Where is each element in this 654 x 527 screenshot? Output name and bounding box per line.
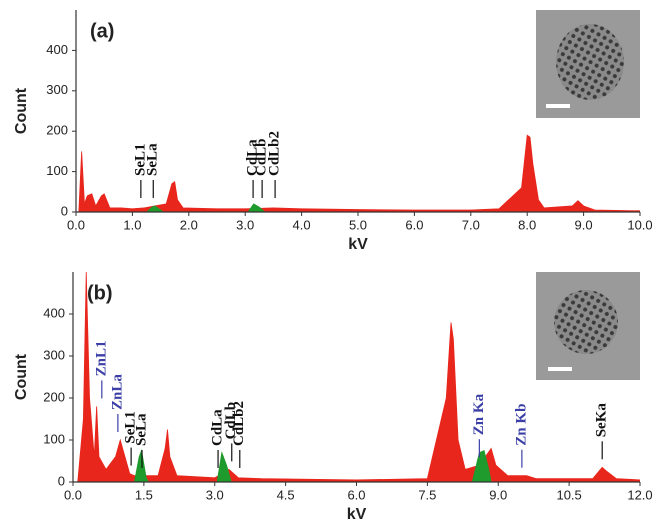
x-tick-label: 12.0 <box>627 487 652 502</box>
x-tick-label: 5.0 <box>349 217 367 232</box>
x-axis-title: kV <box>348 236 368 253</box>
x-tick-label: 9.0 <box>489 487 507 502</box>
y-axis-title: Count <box>13 87 30 134</box>
x-tick-label: 9.0 <box>575 217 593 232</box>
y-tick-label: 100 <box>43 431 65 446</box>
y-tick-label: 0 <box>61 203 68 218</box>
x-tick-label: 2.0 <box>180 217 198 232</box>
annotation-label: SeL1 <box>123 411 139 444</box>
x-tick-label: 3.0 <box>206 487 224 502</box>
annotation-label: CdLb <box>223 402 239 440</box>
y-tick-label: 100 <box>46 163 68 178</box>
annotation-label: ZnL1 <box>93 341 109 377</box>
x-tick-label: 10.0 <box>627 217 652 232</box>
annotation-label: CdLb2 <box>231 401 247 446</box>
y-tick-label: 200 <box>43 389 65 404</box>
x-tick-label: 8.0 <box>518 217 536 232</box>
spectrum-area <box>216 451 232 482</box>
y-tick-label: 300 <box>43 347 65 362</box>
annotation-label: Zn Ka <box>471 393 487 435</box>
x-tick-label: 1.5 <box>135 487 153 502</box>
annotation-label: Zn Kb <box>513 404 529 446</box>
annotation-label: ZnLa <box>109 374 125 410</box>
panel-title: (b) <box>87 282 113 304</box>
inset-image-b <box>536 272 640 380</box>
spectrum-area <box>471 449 492 482</box>
x-tick-label: 6.0 <box>347 487 365 502</box>
y-tick-label: 400 <box>43 305 65 320</box>
x-tick-label: 10.5 <box>556 487 581 502</box>
x-tick-label: 7.0 <box>462 217 480 232</box>
y-axis-title: Count <box>13 353 30 400</box>
annotation-label: CdLa <box>209 409 225 446</box>
y-tick-label: 0 <box>58 473 65 488</box>
x-tick-label: 4.0 <box>293 217 311 232</box>
x-tick-label: 6.0 <box>405 217 423 232</box>
annotation-label: SeLa <box>145 143 161 176</box>
annotation-label: SeKa <box>594 403 610 438</box>
plot-area <box>77 272 640 482</box>
y-tick-label: 300 <box>46 82 68 97</box>
spectrum-area <box>78 134 640 212</box>
plot-area <box>78 134 640 212</box>
x-tick-label: 0.0 <box>64 487 82 502</box>
annotation-label: SeLa <box>133 413 149 446</box>
annotation-label: CdLb <box>254 138 270 176</box>
x-tick-label: 1.0 <box>123 217 141 232</box>
y-tick-label: 200 <box>46 123 68 138</box>
spectrum-area <box>145 205 165 212</box>
x-tick-label: 7.5 <box>418 487 436 502</box>
spectrum-area <box>77 272 640 482</box>
panel-title: (a) <box>90 20 114 42</box>
x-tick-label: 3.0 <box>236 217 254 232</box>
x-tick-label: 0.0 <box>67 217 85 232</box>
y-tick-label: 400 <box>46 42 68 57</box>
annotation-label: SeL1 <box>132 143 148 176</box>
annotation-label: CdLb2 <box>267 131 283 176</box>
spectrum-area <box>247 203 266 212</box>
annotation-label: CdLa <box>245 139 261 176</box>
x-tick-label: 4.5 <box>277 487 295 502</box>
x-axis-title: kV <box>347 506 367 523</box>
inset-image-a <box>536 10 640 118</box>
